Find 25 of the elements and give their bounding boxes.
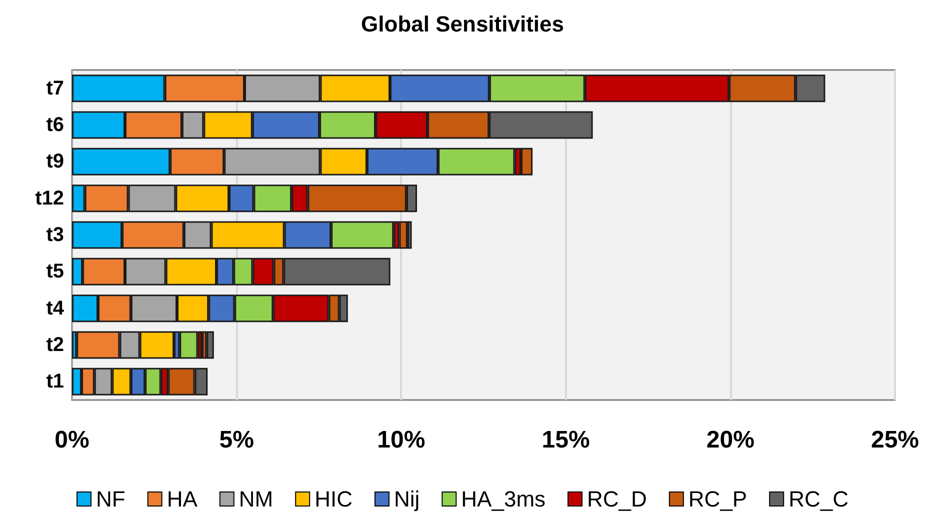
y-tick-label: t3 [46, 224, 64, 246]
y-tick-label: t9 [46, 150, 64, 173]
legend-label: RC_P [688, 486, 748, 512]
legend-label: Nij [394, 486, 420, 512]
x-tick-label: 20% [706, 426, 754, 454]
x-tick-label: 15% [542, 426, 590, 454]
y-tick-label: t2 [46, 334, 64, 356]
legend-label: HIC [314, 486, 353, 512]
legend-label: NM [238, 486, 274, 512]
y-tick-label: t6 [46, 114, 64, 136]
y-tick-label: t1 [46, 370, 64, 393]
legend-label: NF [96, 486, 126, 512]
y-tick-label: t5 [46, 260, 64, 283]
legend-label: HA_3ms [461, 486, 546, 512]
x-tick-label: 5% [219, 426, 254, 454]
chart-title: Global Sensitivities [361, 12, 564, 36]
legend-label: RC_C [788, 486, 849, 512]
legend-label: HA [166, 486, 198, 512]
y-tick-label: t12 [35, 187, 64, 210]
x-tick-label: 25% [870, 426, 920, 454]
x-tick-label: 10% [377, 426, 426, 454]
y-tick-label: t4 [46, 297, 65, 320]
x-tick-label: 0% [54, 426, 90, 454]
legend-label: RC_D [587, 486, 647, 512]
y-tick-label: t7 [46, 77, 64, 100]
